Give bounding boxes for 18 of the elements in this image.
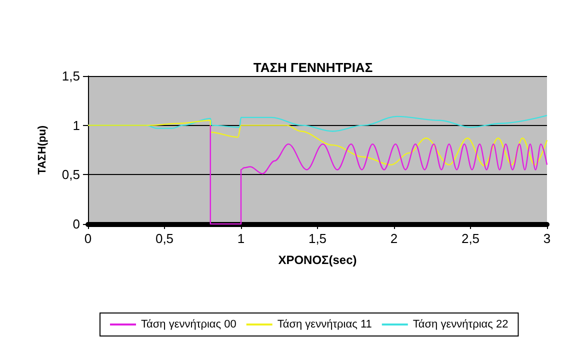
chart-title: ΤΑΣΗ ΓΕΝΝΗΤΡΙΑΣ xyxy=(253,60,373,75)
y-tick-label: 0 xyxy=(72,216,80,232)
legend-label: Τάση γεννήτριας 22 xyxy=(412,318,508,330)
x-tick-label: 0 xyxy=(84,231,92,246)
y-tick-label: 0,5 xyxy=(62,167,80,182)
legend-label: Τάση γεννήτριας 00 xyxy=(141,318,236,330)
x-tick-label: 3 xyxy=(543,231,551,246)
y-tick-label: 1 xyxy=(72,118,80,133)
x-tick-label: 0,5 xyxy=(155,231,174,246)
x-tick-label: 1 xyxy=(237,231,245,246)
legend-label: Τάση γεννήτριας 11 xyxy=(277,318,372,330)
x-axis-title: ΧΡΟΝΟΣ(sec) xyxy=(278,253,357,267)
y-tick-label: 1,5 xyxy=(62,68,80,84)
y-axis-title: ΤΑΣΗ(pu) xyxy=(36,125,48,175)
x-tick-label: 2,5 xyxy=(461,231,480,246)
x-tick-label: 2 xyxy=(390,231,398,246)
line-series xyxy=(210,124,548,225)
x-tick-label: 1,5 xyxy=(308,231,327,246)
